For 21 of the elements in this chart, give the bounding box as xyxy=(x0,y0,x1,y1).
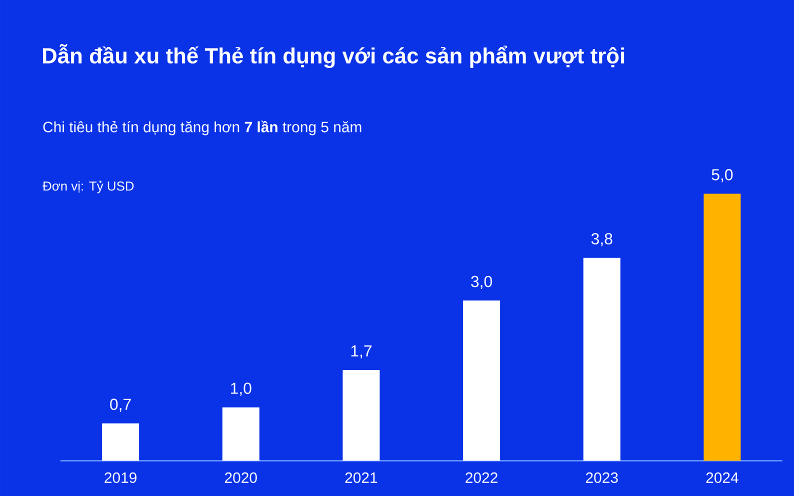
bar xyxy=(463,300,500,461)
chart-title: Dẫn đầu xu thế Thẻ tín dụng với các sản phẩm vượt trội xyxy=(43,44,624,68)
x-tick-label: 2021 xyxy=(345,472,378,483)
x-tick-label: 2022 xyxy=(466,472,498,483)
bar xyxy=(342,370,380,461)
text: Đơn vị: Tỷ USD xyxy=(42,180,134,194)
bar xyxy=(704,194,741,461)
chart-subtitle: Chi tiêu thẻ tín dụng tăng hơn 7 lần trong 5 năm xyxy=(43,120,362,136)
data-label: 1,7 xyxy=(351,345,372,358)
x-tick-label: 2023 xyxy=(586,472,618,483)
data-label: 0,7 xyxy=(110,398,131,412)
x-tick-label: 2019 xyxy=(104,472,136,483)
data-label: 3,8 xyxy=(591,233,612,246)
bar xyxy=(583,258,620,461)
bar xyxy=(222,407,260,461)
data-label: 5,0 xyxy=(712,169,733,182)
bar xyxy=(102,423,140,461)
x-tick-label: 2024 xyxy=(706,472,738,483)
x-tick-label: 2020 xyxy=(225,472,257,483)
data-label: 1,0 xyxy=(231,382,252,396)
data-label: 3,0 xyxy=(471,276,492,290)
